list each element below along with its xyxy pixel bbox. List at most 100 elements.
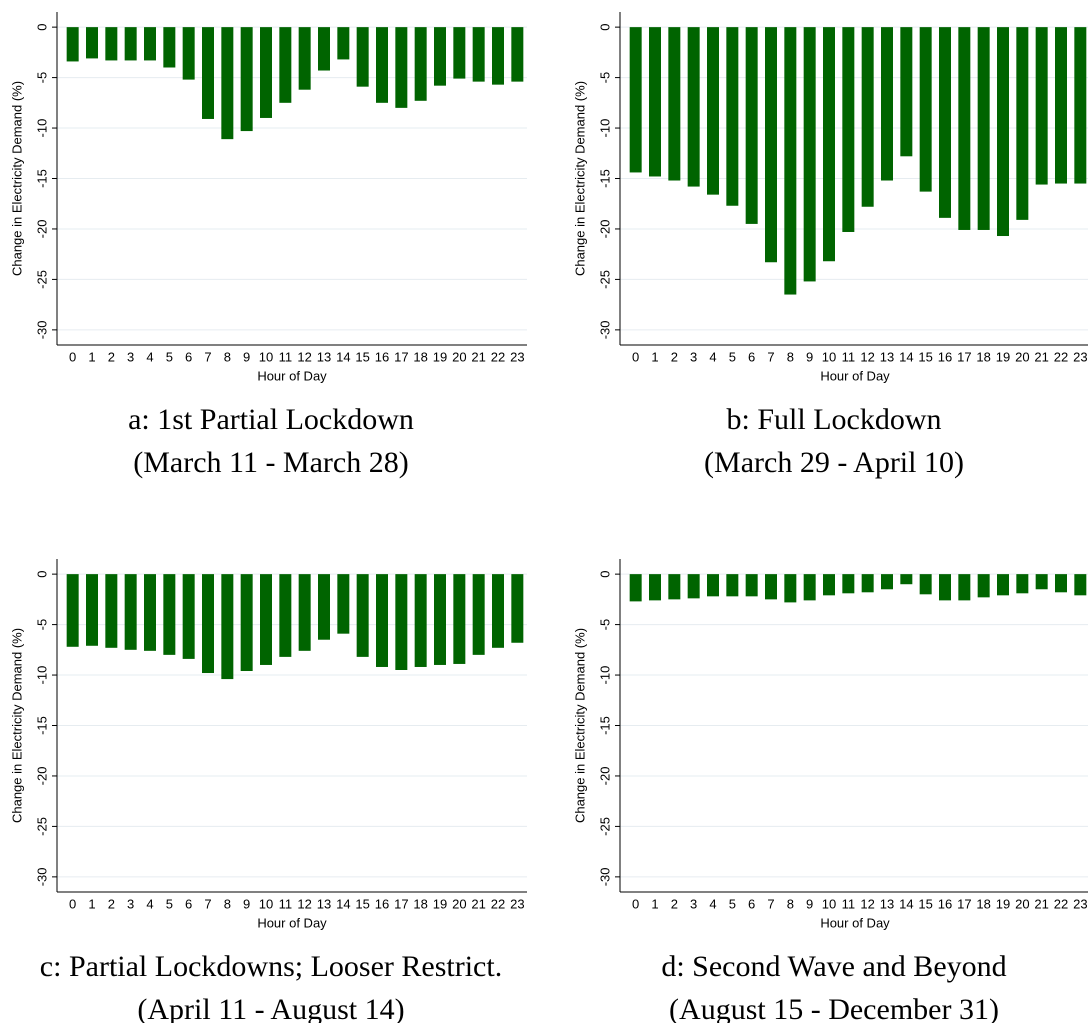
y-tick-label: 0 [34,571,49,578]
x-tick-label: 20 [452,896,466,911]
x-tick-label: 4 [709,896,716,911]
y-tick-label: -15 [34,169,49,188]
bar [687,27,700,187]
bar [1055,27,1067,184]
x-tick-label: 4 [146,896,153,911]
y-axis-label: Change in Electricity Demand (%) [572,628,587,823]
y-tick-label: -10 [34,666,49,685]
bar [861,27,874,207]
y-tick-label: -5 [597,619,612,631]
bar [977,574,990,598]
bar [668,574,681,600]
x-tick-label: 2 [671,896,678,911]
bar [977,27,990,230]
x-tick-label: 15 [918,896,932,911]
x-tick-label: 6 [185,896,192,911]
x-axis-label: Hour of Day [820,915,890,930]
caption-subtitle: (August 15 - December 31) [669,993,999,1023]
y-tick-label: -20 [34,767,49,786]
x-axis-label: Hour of Day [257,915,327,930]
x-tick-label: 11 [842,349,856,364]
bar [649,574,661,601]
x-tick-label: 0 [69,896,76,911]
y-tick-label: -20 [597,767,612,786]
x-tick-label: 16 [375,349,389,364]
x-tick-label: 10 [259,349,273,364]
bar [511,27,524,82]
bar [105,574,118,648]
x-tick-label: 8 [224,349,231,364]
y-tick-label: -20 [34,220,49,239]
x-tick-label: 13 [880,349,894,364]
y-tick-label: -5 [34,619,49,631]
x-tick-label: 21 [471,349,485,364]
x-tick-label: 1 [651,896,658,911]
x-tick-label: 10 [822,349,836,364]
x-tick-label: 13 [880,896,894,911]
bar [765,27,777,263]
x-tick-label: 16 [938,349,952,364]
y-tick-label: -20 [597,220,612,239]
bar [939,574,951,601]
x-tick-label: 15 [355,896,369,911]
x-axis-label: Hour of Day [257,368,327,383]
bar [453,27,466,79]
bar [124,574,137,650]
x-tick-label: 8 [787,349,794,364]
bar [707,27,719,195]
x-tick-label: 13 [317,349,331,364]
bar [1016,574,1029,594]
bar [726,574,739,597]
x-tick-label: 9 [243,896,250,911]
bar [66,574,79,647]
x-tick-label: 6 [748,349,755,364]
y-tick-label: -15 [34,716,49,735]
x-tick-label: 7 [767,349,774,364]
x-tick-label: 19 [996,896,1010,911]
x-tick-label: 9 [806,349,813,364]
x-tick-label: 7 [204,896,211,911]
x-tick-label: 11 [842,896,856,911]
x-tick-label: 9 [243,349,250,364]
bar [823,27,835,262]
x-tick-label: 0 [632,349,639,364]
x-tick-label: 1 [651,349,658,364]
bar [765,574,777,600]
x-tick-label: 14 [899,349,913,364]
x-tick-label: 7 [204,349,211,364]
bar [124,27,137,61]
x-tick-label: 14 [336,349,350,364]
x-tick-label: 8 [224,896,231,911]
x-tick-label: 17 [394,896,408,911]
bar [163,574,176,655]
y-axis-label: Change in Electricity Demand (%) [572,81,587,276]
bar [1035,27,1048,185]
x-axis-label: Hour of Day [820,368,890,383]
bar [434,27,446,86]
x-tick-label: 21 [1034,349,1048,364]
bar [745,574,758,597]
x-tick-label: 3 [690,349,697,364]
x-tick-label: 2 [108,349,115,364]
x-tick-label: 6 [748,896,755,911]
caption-title: a: 1st Partial Lockdown [128,403,414,436]
x-tick-label: 10 [822,896,836,911]
x-tick-label: 12 [860,349,874,364]
x-tick-label: 19 [433,349,447,364]
bar [105,27,118,61]
y-tick-label: -30 [597,867,612,886]
bar [144,574,156,651]
bar [1055,574,1067,593]
x-tick-label: 20 [1015,349,1029,364]
caption-subtitle: (March 11 - March 28) [133,446,408,479]
bar [1074,27,1087,184]
y-tick-label: 0 [34,24,49,31]
x-tick-label: 3 [127,896,134,911]
bar [668,27,681,181]
y-tick-label: -30 [34,867,49,886]
caption-title: d: Second Wave and Beyond [661,950,1006,983]
x-tick-label: 18 [413,349,427,364]
x-tick-label: 2 [671,349,678,364]
x-tick-label: 19 [996,349,1010,364]
x-tick-label: 22 [1054,896,1068,911]
